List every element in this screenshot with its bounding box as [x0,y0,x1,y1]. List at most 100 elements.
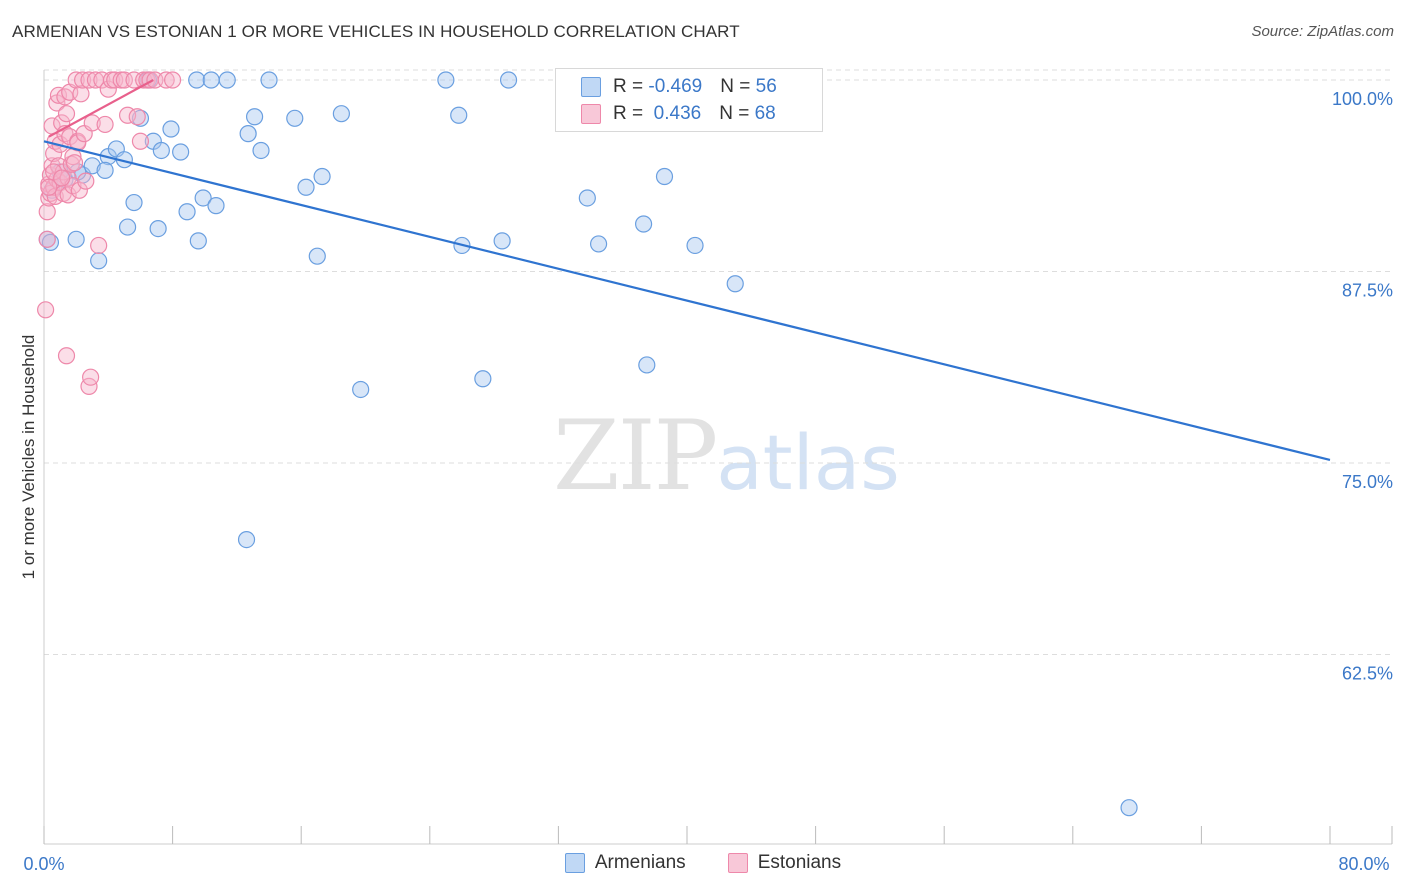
point-armenians [83,157,101,175]
point-armenians [450,106,468,124]
x-tick-label: 80.0% [1338,854,1389,874]
legend-r-value: -0.469 [648,76,703,97]
watermark-zip: ZIP [553,400,718,512]
y-tick-label: 100.0% [1332,89,1393,109]
point-armenians [578,189,596,207]
legend-r-label: R = [613,76,649,97]
point-estonians [38,203,56,221]
point-armenians [260,71,278,89]
legend-row-estonians: R = 0.436 N = 68 [581,102,776,126]
point-armenians [245,108,264,126]
point-estonians [80,71,98,89]
y-tick-label: 62.5% [1342,664,1393,684]
point-estonians [72,85,90,103]
point-estonians [128,108,146,126]
point-armenians [313,167,331,186]
point-estonians [59,186,77,204]
point-armenians [207,197,225,215]
point-armenians [41,233,60,251]
legend-swatch-estonians [581,104,601,124]
point-armenians [90,252,108,270]
point-estonians [99,80,117,98]
point-armenians [125,193,143,212]
point-estonians [131,132,150,150]
point-armenians [332,105,350,123]
point-estonians [106,71,124,89]
point-estonians [38,230,56,248]
legend-r-value: 0.436 [648,103,702,124]
trendline-armenians [43,140,1331,462]
series-swatch-estonians [727,853,748,873]
point-estonians [40,178,58,196]
point-armenians [162,120,180,138]
legend-n-value: 56 [755,76,777,97]
point-estonians [69,134,87,152]
point-armenians [437,71,455,89]
point-estonians [96,115,114,134]
point-armenians [172,143,190,161]
correlation-legend: R = -0.469 N = 56 R = 0.436 N = 68 [555,68,823,132]
legend-n-label: N = [720,76,756,97]
point-armenians [194,189,212,207]
point-armenians [188,71,206,89]
point-estonians [157,71,175,89]
y-axis-title: 1 or more Vehicles in Household [19,335,38,580]
point-armenians [474,370,492,388]
point-estonians [56,88,74,106]
series-label-armenians: Armenians [594,852,686,873]
legend-n-label: N = [719,103,755,124]
legend-n-value: 68 [754,103,776,124]
series-legend-estonians[interactable]: Estonians [727,852,842,874]
point-armenians [189,232,207,250]
y-tick-label: 75.0% [1342,472,1393,492]
point-armenians [638,356,656,374]
point-armenians [634,215,653,233]
point-armenians [286,109,304,127]
point-armenians [202,71,220,89]
point-estonians [90,236,108,255]
point-armenians [252,141,270,160]
point-estonians [77,172,95,190]
source-label: Source: ZipAtlas.com [1251,23,1394,40]
point-estonians [82,368,100,386]
point-armenians [237,530,256,549]
series-legend-armenians[interactable]: Armenians [564,852,686,874]
point-armenians [655,167,674,186]
point-armenians [239,125,257,143]
point-estonians [49,86,68,104]
point-estonians [115,71,133,89]
legend-r-label: R = [613,103,649,124]
series-label-estonians: Estonians [757,852,842,873]
point-estonians [164,71,182,89]
point-armenians [178,203,196,221]
point-estonians [53,169,71,187]
point-armenians [589,235,608,253]
point-armenians [67,230,85,248]
point-estonians [83,114,101,132]
point-estonians [37,301,55,319]
point-armenians [686,236,704,255]
legend-swatch-armenians [581,77,601,97]
watermark: ZIPatlas [553,400,900,512]
point-armenians [308,247,326,265]
point-estonians [70,181,88,199]
point-estonians [57,347,76,365]
point-armenians [96,161,114,179]
x-tick-label: 0.0% [23,854,64,874]
point-armenians [499,71,518,89]
point-armenians [1120,799,1138,817]
point-armenians [218,71,236,89]
point-estonians [73,71,92,89]
point-estonians [65,154,84,172]
chart-title: ARMENIAN VS ESTONIAN 1 OR MORE VEHICLES … [12,22,740,41]
trendline-estonians [48,79,154,138]
point-estonians [57,105,76,123]
point-armenians [297,178,315,196]
point-armenians [493,232,511,250]
point-armenians [726,275,744,293]
legend-row-armenians: R = -0.469 N = 56 [581,75,777,99]
point-armenians [118,218,137,236]
point-armenians [352,380,370,399]
series-swatch-armenians [564,853,585,873]
